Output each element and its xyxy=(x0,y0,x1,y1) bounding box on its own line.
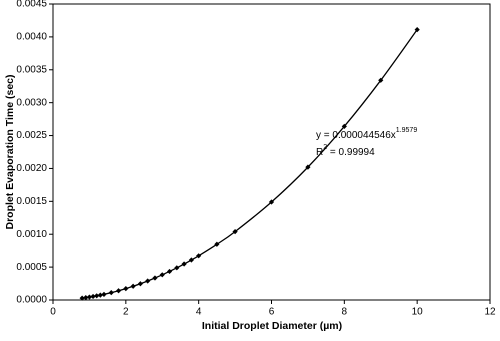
x-tick-label: 6 xyxy=(269,307,275,318)
y-tick-label: 0.0015 xyxy=(16,196,47,207)
plot-frame xyxy=(52,3,491,301)
y-tick-label: 0.0010 xyxy=(16,229,47,240)
point xyxy=(86,294,93,300)
fit-equation: y = 0.000044546x1.9579 xyxy=(316,127,417,141)
x-axis-label: Initial Droplet Diameter (µm) xyxy=(202,320,342,332)
point xyxy=(83,295,89,301)
point xyxy=(130,283,136,289)
point xyxy=(145,278,151,284)
x-tick-label: 8 xyxy=(342,307,348,318)
y-tick-label: 0.0035 xyxy=(16,64,47,75)
r-value: = 0.99994 xyxy=(327,147,375,158)
point xyxy=(94,293,100,299)
point xyxy=(137,281,143,287)
point xyxy=(305,164,311,170)
point xyxy=(123,286,129,292)
point xyxy=(414,27,420,33)
y-tick-label: 0.0005 xyxy=(16,262,47,273)
x-tick-label: 2 xyxy=(123,307,129,318)
x-tick-label: 10 xyxy=(412,307,424,318)
x-tick-label: 0 xyxy=(50,307,56,318)
y-tick-label: 0.0020 xyxy=(16,163,47,174)
y-tick-label: 0.0040 xyxy=(16,32,47,43)
point xyxy=(90,293,96,300)
point xyxy=(196,253,202,259)
y-tick-label: 0.0045 xyxy=(16,0,47,10)
point xyxy=(174,265,180,271)
x-tick-label: 4 xyxy=(196,307,202,318)
point xyxy=(268,199,275,205)
y-tick-label: 0.0000 xyxy=(16,295,47,306)
equation-exponent: 1.9579 xyxy=(396,127,418,134)
fit-r2: R2 = 0.99994 xyxy=(316,144,375,158)
x-tick-label: 12 xyxy=(484,307,496,318)
r: R xyxy=(316,147,323,158)
point xyxy=(166,268,173,275)
point xyxy=(188,257,194,263)
y-axis-label: Droplet Evaporation Time (sec) xyxy=(4,74,16,229)
equation: y = 0.000044546x xyxy=(316,130,396,141)
y-tick-label: 0.0030 xyxy=(16,97,47,108)
y-tick-label: 0.0025 xyxy=(16,130,47,141)
point xyxy=(159,272,165,278)
point xyxy=(79,295,85,301)
point xyxy=(214,241,220,247)
point xyxy=(115,288,122,294)
r-exponent: 2 xyxy=(323,144,327,151)
point xyxy=(97,292,103,298)
fit-line xyxy=(82,29,418,299)
point xyxy=(101,291,107,297)
point xyxy=(108,290,114,296)
point xyxy=(341,123,347,129)
point xyxy=(378,77,384,83)
point xyxy=(232,228,238,235)
point xyxy=(181,261,187,267)
point xyxy=(152,275,158,281)
